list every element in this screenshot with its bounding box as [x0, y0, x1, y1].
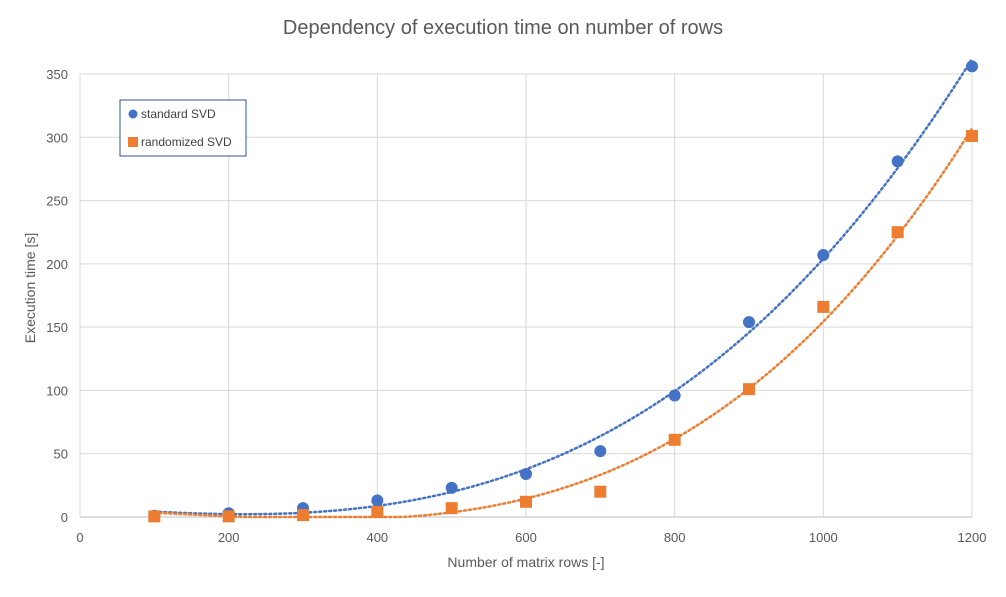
point-randomized-svd [371, 505, 384, 518]
x-tick-label: 200 [218, 530, 240, 545]
trendlines [153, 57, 974, 519]
x-tick-label: 1000 [809, 530, 838, 545]
y-tick-label: 200 [46, 257, 68, 272]
point-randomized-svd [594, 485, 607, 498]
y-tick-label: 0 [61, 510, 68, 525]
y-tick-label: 100 [46, 383, 68, 398]
point-randomized-svd [668, 433, 681, 446]
y-tick-label: 150 [46, 320, 68, 335]
chart-title: Dependency of execution time on number o… [283, 17, 723, 39]
y-tick-label: 250 [46, 194, 68, 209]
x-tick-label: 800 [664, 530, 686, 545]
point-standard-svd [817, 248, 830, 261]
point-standard-svd [594, 445, 607, 458]
trendline-standard-svd [153, 57, 974, 516]
legend-label-randomized-svd: randomized SVD [141, 135, 232, 149]
point-randomized-svd [520, 495, 532, 508]
point-randomized-svd [148, 510, 161, 523]
point-randomized-svd [222, 510, 235, 523]
x-tick-label: 600 [515, 530, 537, 545]
point-standard-svd [445, 481, 458, 494]
y-axis-label: Execution time [s] [22, 233, 38, 344]
x-tick-label: 400 [366, 530, 388, 545]
point-standard-svd [520, 467, 532, 480]
point-randomized-svd [891, 226, 904, 239]
point-randomized-svd [817, 300, 830, 313]
point-standard-svd [668, 389, 681, 402]
y-tick-label: 350 [46, 67, 68, 82]
x-tick-label: 1200 [958, 530, 987, 545]
trendline-randomized-svd [153, 127, 974, 519]
point-standard-svd [743, 316, 755, 329]
axes: 0 50 100 150 200 250 300 350 0 200 400 600 800 1000 12… [46, 67, 986, 545]
point-standard-svd [966, 60, 978, 73]
point-randomized-svd [966, 130, 978, 143]
y-tick-label: 300 [46, 130, 68, 145]
point-standard-svd [371, 494, 384, 507]
legend: standard SVD randomized SVD [119, 99, 247, 157]
x-axis-label: Number of matrix rows [-] [447, 554, 604, 570]
legend-marker-randomized-svd [128, 137, 138, 147]
y-tick-label: 50 [54, 447, 68, 462]
point-randomized-svd [297, 509, 309, 522]
point-standard-svd [891, 155, 904, 168]
legend-marker-standard-svd [128, 109, 138, 119]
legend-box [119, 99, 247, 157]
legend-label-standard-svd: standard SVD [141, 107, 216, 121]
point-randomized-svd [445, 502, 458, 515]
data-points [148, 60, 978, 523]
x-tick-label: 0 [76, 530, 83, 545]
point-randomized-svd [743, 383, 755, 396]
